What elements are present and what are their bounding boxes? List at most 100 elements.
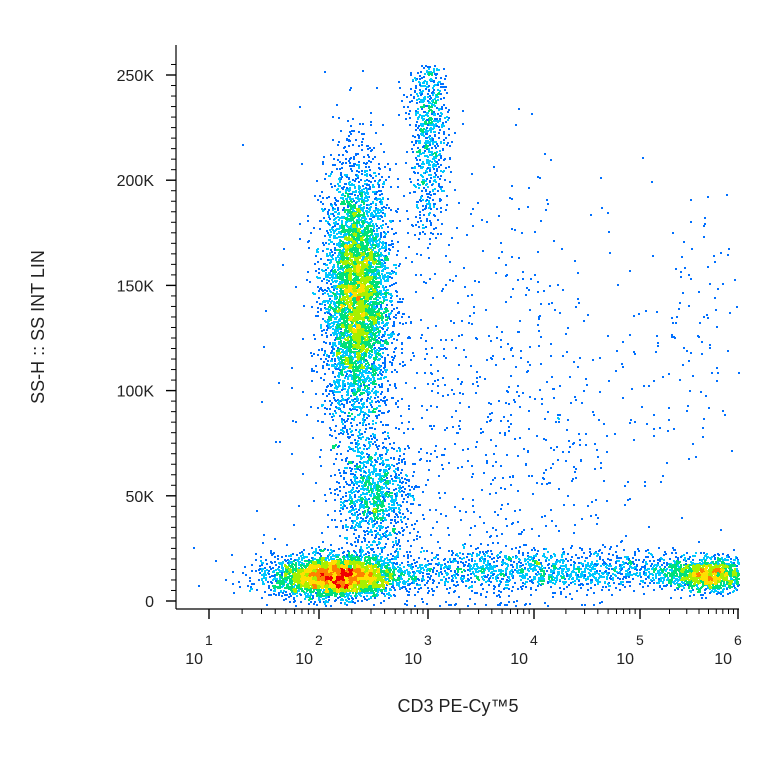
event-dot [366,323,368,325]
event-dot [311,368,313,370]
event-dot [325,308,327,310]
event-dot [328,274,330,276]
event-dot [332,281,334,283]
event-dot [365,163,367,165]
event-dot [367,196,369,198]
event-dot [350,473,352,475]
event-dot [320,324,322,326]
event-dot [372,223,374,225]
event-dot [391,270,393,272]
event-dot [343,431,345,433]
event-dot [310,232,312,234]
event-dot [384,166,386,168]
event-dot [372,184,374,186]
event-dot [339,271,341,273]
event-dot [351,270,353,272]
event-dot [355,259,357,261]
event-dot [385,294,387,296]
event-dot [374,359,376,361]
event-dot [380,255,382,257]
event-dot [384,213,386,215]
event-dot [345,263,347,265]
event-dot [363,345,365,347]
event-dot [356,240,358,242]
event-dot [397,301,399,303]
event-dot [363,416,365,418]
event-dot [385,371,387,373]
event-dot [370,324,372,326]
event-dot [374,259,376,261]
event-dot [347,253,349,255]
event-dot [363,331,365,333]
event-dot [339,324,341,326]
event-dot [375,209,377,211]
event-dot [314,195,316,197]
event-dot [384,257,386,259]
event-dot [403,313,405,315]
event-dot [336,327,338,329]
event-dot [377,266,379,268]
event-dot [374,198,376,200]
event-dot [332,413,334,415]
event-dot [331,350,333,352]
event-dot [344,281,346,283]
event-dot [320,326,322,328]
event-dot [401,316,403,318]
event-dot [356,224,358,226]
event-dot [366,200,368,202]
event-dot [402,323,404,325]
event-dot [353,215,355,217]
event-dot [354,163,356,165]
event-dot [356,340,358,342]
event-dot [362,319,364,321]
event-dot [318,272,320,274]
event-dot [339,181,341,183]
event-dot [362,70,364,72]
event-dot [361,201,363,203]
event-dot [322,301,324,303]
event-dot [335,385,337,387]
event-dot [334,360,336,362]
event-dot [333,354,335,356]
event-dot [355,380,357,382]
event-dot [386,319,388,321]
event-dot [379,241,381,243]
event-dot [366,207,368,209]
event-dot [375,390,377,392]
event-dot [338,391,340,393]
event-dot [339,285,341,287]
event-dot [384,363,386,365]
event-dot [390,336,392,338]
event-dot [366,448,368,450]
event-dot [338,228,340,230]
event-dot [370,372,372,374]
event-dot [354,356,356,358]
event-dot [379,326,381,328]
event-dot [378,347,380,349]
event-dot [329,254,331,256]
event-dot [382,197,384,199]
event-dot [343,335,345,337]
event-dot [315,270,317,272]
event-dot [357,307,359,309]
event-dot [358,171,360,173]
event-dot [379,371,381,373]
event-dot [402,361,404,363]
event-dot [377,396,379,398]
event-dot [338,178,340,180]
event-dot [364,171,366,173]
event-dot [338,283,340,285]
event-dot [317,277,319,279]
event-dot [334,197,336,199]
event-dot [384,402,386,404]
event-dot [381,262,383,264]
event-dot [347,389,349,391]
event-dot [385,207,387,209]
event-dot [391,240,393,242]
event-dot [377,295,379,297]
event-dot [386,329,388,331]
event-dot [373,230,375,232]
event-dot [348,355,350,357]
event-dot [327,308,329,310]
event-dot [330,301,332,303]
